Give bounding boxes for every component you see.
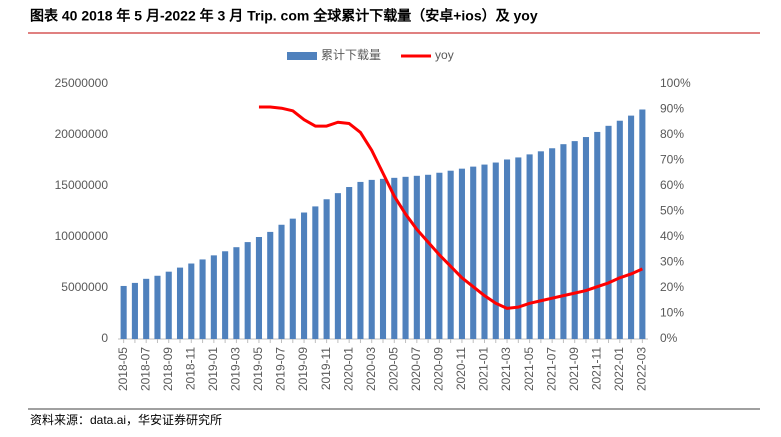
bar — [233, 247, 240, 339]
x-tick-label: 2020-03 — [364, 347, 378, 391]
legend-swatch — [287, 52, 317, 60]
bar — [120, 285, 127, 339]
bar — [470, 166, 477, 339]
bar — [402, 176, 409, 339]
bar — [492, 162, 499, 339]
x-tick-label: 2021-07 — [544, 347, 558, 391]
y2-tick-label: 60% — [660, 178, 684, 192]
bar — [334, 193, 341, 339]
bar — [379, 178, 387, 339]
bar — [560, 144, 567, 339]
y-tick-label: 5000000 — [61, 280, 108, 294]
x-tick-label: 2020-11 — [454, 347, 468, 390]
x-tick-label: 2018-05 — [116, 347, 130, 391]
bar — [210, 255, 217, 339]
x-tick-label: 2021-05 — [522, 347, 536, 391]
y2-tick-label: 100% — [660, 76, 691, 90]
bar — [391, 177, 398, 339]
bar — [594, 131, 601, 339]
bar — [188, 263, 195, 339]
y2-tick-label: 30% — [660, 255, 684, 269]
x-tick-label: 2020-09 — [432, 347, 446, 391]
legend-label: yoy — [435, 48, 454, 62]
bar — [199, 259, 206, 339]
x-tick-label: 2019-11 — [319, 347, 333, 390]
bar — [582, 137, 590, 339]
bar — [176, 267, 184, 339]
y-tick-label: 25000000 — [55, 76, 109, 90]
bar — [323, 199, 330, 339]
bar — [628, 115, 635, 340]
bar — [616, 120, 623, 339]
line — [258, 105, 643, 310]
x-tick-label: 2022-01 — [612, 347, 626, 391]
bar — [312, 206, 319, 339]
bar — [222, 251, 229, 339]
y2-tick-label: 20% — [660, 280, 684, 294]
y-tick-label: 0 — [101, 331, 108, 345]
x-tick-label: 2019-05 — [251, 347, 265, 391]
bar — [165, 271, 172, 339]
x-tick-label: 2018-07 — [138, 347, 152, 391]
bar — [255, 237, 263, 339]
x-tick-label: 2020-05 — [386, 347, 400, 391]
x-tick-label: 2021-01 — [477, 347, 491, 391]
x-tick-label: 2020-07 — [409, 347, 423, 391]
x-tick-label: 2021-11 — [589, 347, 603, 390]
bar — [154, 275, 161, 339]
y-tick-label: 20000000 — [55, 127, 109, 141]
bar — [301, 212, 308, 339]
bar — [481, 164, 488, 339]
y2-tick-label: 90% — [660, 102, 684, 116]
x-tick-label: 2019-09 — [296, 347, 310, 391]
legend-label: 累计下载量 — [321, 48, 381, 62]
bar — [131, 282, 138, 339]
x-tick-label: 2020-01 — [341, 347, 355, 391]
bar — [346, 187, 353, 339]
bar — [447, 170, 454, 339]
bar — [425, 174, 432, 339]
bar — [357, 181, 364, 339]
x-tick-label: 2019-01 — [206, 347, 220, 391]
y2-tick-label: 40% — [660, 229, 684, 243]
source: 资料来源：data.ai，华安证券研究所 — [30, 412, 222, 427]
x-tick-label: 2019-03 — [229, 347, 243, 391]
x-tick-label: 2022-03 — [635, 347, 649, 391]
x-tick-label: 2021-09 — [567, 347, 581, 391]
bar — [267, 231, 274, 339]
bar — [605, 125, 612, 339]
x-tick-label: 2021-03 — [499, 347, 513, 391]
y2-tick-label: 0% — [660, 331, 678, 345]
y-tick-label: 10000000 — [55, 229, 109, 243]
bar — [368, 179, 375, 339]
x-tick-label: 2018-11 — [183, 347, 197, 390]
x-tick-label: 2018-09 — [161, 347, 175, 391]
bar — [413, 175, 420, 339]
chart-title: 图表 40 2018 年 5 月-2022 年 3 月 Trip. com 全球… — [30, 8, 538, 24]
bar — [639, 109, 646, 339]
bar — [289, 218, 296, 339]
bar — [549, 148, 556, 339]
bar — [515, 157, 522, 339]
x-tick-label: 2019-07 — [274, 347, 288, 391]
y2-tick-label: 10% — [660, 306, 684, 320]
y2-tick-label: 80% — [660, 127, 684, 141]
y-tick-label: 15000000 — [55, 178, 109, 192]
y2-tick-label: 70% — [660, 153, 684, 167]
bar — [244, 242, 251, 339]
bar — [503, 159, 511, 339]
y2-tick-label: 50% — [660, 204, 684, 218]
bar — [278, 224, 285, 339]
bar — [458, 168, 465, 339]
bar — [571, 141, 578, 339]
bar — [537, 151, 544, 339]
bar — [526, 154, 533, 339]
bar — [143, 278, 150, 339]
